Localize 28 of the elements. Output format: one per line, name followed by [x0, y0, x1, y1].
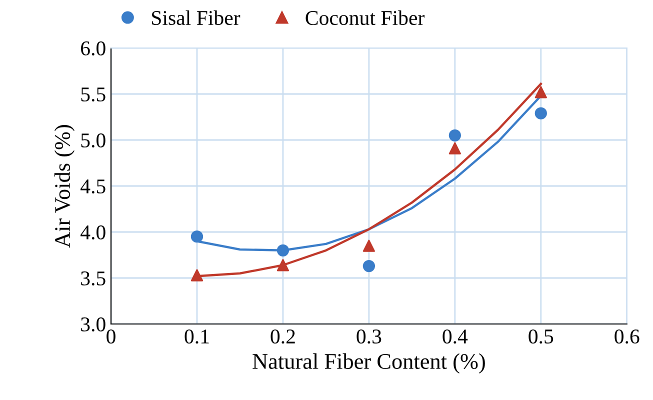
point: [276, 259, 290, 272]
y-tick-label: 3.5: [81, 271, 106, 286]
y-tick-label: 3.0: [81, 317, 106, 332]
point: [190, 269, 204, 282]
x-tick-label: 0.4: [442, 329, 468, 344]
y-axis-title: Air Voids (%): [54, 125, 75, 248]
x-tick-label: 0.3: [356, 329, 382, 344]
point: [276, 244, 290, 256]
point: [534, 86, 547, 98]
point: [534, 107, 547, 120]
legend-label: Sisal Fiber: [152, 10, 240, 26]
x-tick-label: 0.6: [614, 329, 640, 344]
point: [448, 129, 461, 142]
y-tick-label: 6.0: [81, 41, 106, 56]
y-tick-label: 5.5: [81, 88, 106, 102]
x-axis-title: Natural Fiber Content (%): [252, 353, 485, 374]
y-tick-label: 5.0: [81, 133, 106, 148]
point: [362, 240, 376, 252]
legend-label: Coconut Fiber: [306, 10, 424, 26]
y-tick-label: 4.5: [80, 180, 106, 194]
x-tick-label: 0.5: [528, 329, 554, 344]
point: [190, 230, 204, 243]
y-tick-label: 4.0: [80, 225, 106, 240]
point: [448, 142, 461, 154]
point: [362, 260, 376, 272]
x-tick-label: 0: [106, 329, 116, 344]
x-tick-label: 0.1: [184, 329, 209, 344]
x-tick-label: 0.2: [270, 329, 295, 344]
